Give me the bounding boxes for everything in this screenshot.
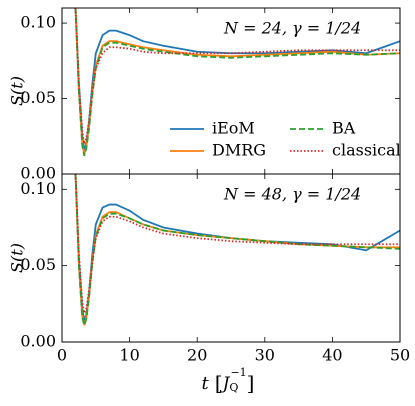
annotation: N = 48, γ = 1/24 bbox=[223, 185, 361, 204]
plot-area bbox=[74, 8, 400, 157]
x-axis-label-part: [ bbox=[215, 371, 223, 395]
x-tick-label: 50 bbox=[390, 346, 410, 365]
y-axis-label: S(t) bbox=[8, 243, 27, 273]
series-line bbox=[74, 174, 400, 316]
x-axis-label: t [JQ −1] bbox=[202, 366, 255, 395]
axes-frame bbox=[61, 173, 401, 343]
y-tick-label: 0.00 bbox=[20, 332, 56, 351]
series-line bbox=[74, 8, 400, 151]
x-axis-label-part: −1 bbox=[230, 366, 246, 379]
y-tick-label: 0.10 bbox=[20, 179, 56, 198]
x-tick-label: 10 bbox=[119, 346, 139, 365]
series-line bbox=[74, 8, 400, 145]
y-tick-label: 0.10 bbox=[20, 13, 56, 32]
y-tick-label: 0.05 bbox=[20, 255, 56, 274]
x-tick-label: 0 bbox=[57, 346, 67, 365]
x-axis-label-part: ] bbox=[247, 371, 255, 395]
x-axis-label-part: Q bbox=[229, 381, 238, 394]
x-tick-label: 40 bbox=[322, 346, 342, 365]
annotation: N = 24, γ = 1/24 bbox=[223, 19, 361, 38]
y-tick-label: 0.00 bbox=[20, 164, 56, 183]
x-tick-label: 20 bbox=[187, 346, 207, 365]
legend-label: classical bbox=[332, 141, 401, 160]
series-line bbox=[74, 174, 400, 321]
y-tick-label: 0.05 bbox=[20, 88, 56, 107]
y-axis-label: S(t) bbox=[8, 76, 27, 106]
legend-label: iEoM bbox=[212, 119, 255, 138]
x-axis-label-part: t bbox=[202, 373, 210, 394]
series-line bbox=[74, 8, 400, 155]
x-axis-label-part: J bbox=[220, 374, 231, 394]
legend-label: BA bbox=[332, 119, 356, 138]
series-line bbox=[74, 174, 400, 329]
legend-label: DMRG bbox=[212, 141, 266, 160]
x-tick-label: 30 bbox=[255, 346, 275, 365]
series-line bbox=[74, 8, 400, 157]
plot-area bbox=[74, 174, 400, 329]
